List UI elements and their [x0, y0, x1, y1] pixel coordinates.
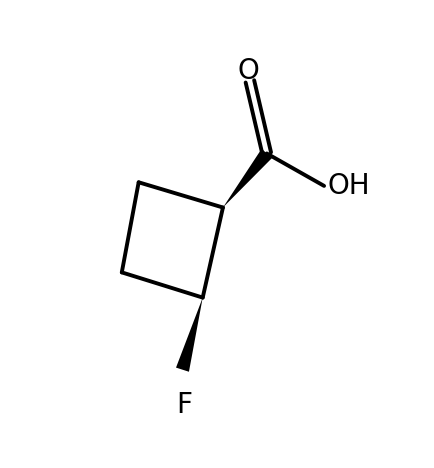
- Polygon shape: [223, 149, 271, 207]
- Text: F: F: [176, 391, 192, 419]
- Text: O: O: [237, 57, 259, 85]
- Polygon shape: [176, 298, 202, 372]
- Text: OH: OH: [327, 172, 369, 200]
